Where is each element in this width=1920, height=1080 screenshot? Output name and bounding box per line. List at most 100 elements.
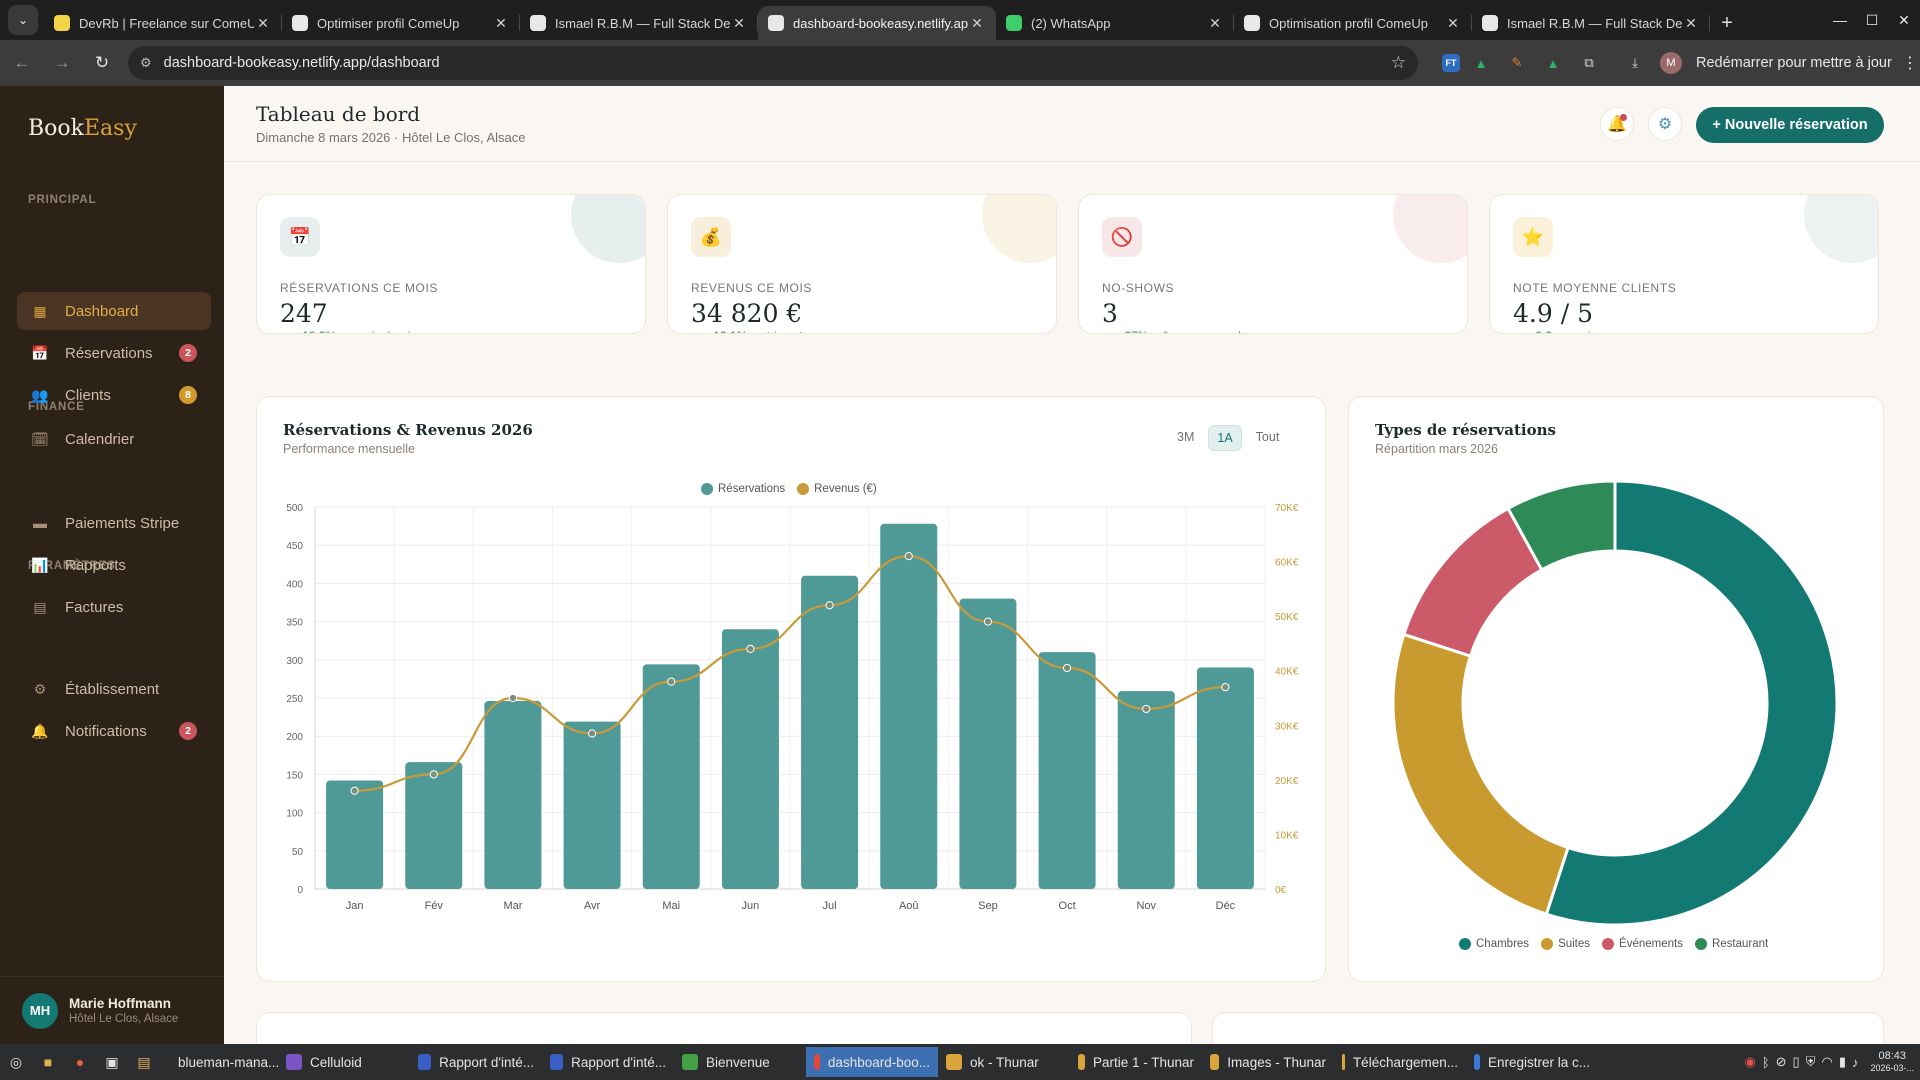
folder-icon[interactable]: ▤ xyxy=(137,1053,151,1070)
browser-tab[interactable]: DevRb | Freelance sur ComeUp ✕ xyxy=(44,6,282,40)
user-profile[interactable]: MH Marie Hoffmann Hôtel Le Clos, Alsace xyxy=(0,976,224,1044)
sidebar-item-4[interactable]: ▬ Paiements Stripe xyxy=(17,504,211,542)
sidebar-item-0[interactable]: ▦ Dashboard xyxy=(17,292,211,330)
donut-slice[interactable] xyxy=(1544,479,1839,927)
line-point-revenue[interactable] xyxy=(1142,704,1151,714)
terminal-icon[interactable]: ▣ xyxy=(105,1053,119,1070)
sidebar-item-2[interactable]: 👥 Clients 8 xyxy=(17,376,211,414)
tab-close-icon[interactable]: ✕ xyxy=(495,14,507,31)
downloads-icon[interactable]: ⤓ xyxy=(1632,55,1638,70)
line-point-revenue[interactable] xyxy=(667,677,676,686)
profile-avatar[interactable]: M xyxy=(1660,52,1682,74)
bar-reservations[interactable] xyxy=(1038,652,1096,889)
restart-update-button[interactable]: Redémarrer pour mettre à jour xyxy=(1696,55,1892,71)
line-point-revenue[interactable] xyxy=(587,729,597,738)
volume-icon[interactable]: ♪ xyxy=(1851,1054,1859,1070)
bar-reservations[interactable] xyxy=(326,780,384,889)
browser-tab[interactable]: Optimisation profil ComeUp ✕ xyxy=(1234,6,1472,40)
legend-item[interactable]: Réservations xyxy=(701,483,785,495)
url-text[interactable]: dashboard-bookeasy.netlify.app/dashboard xyxy=(163,55,440,71)
legend-item[interactable]: Suites xyxy=(1541,938,1590,950)
tab-search-button[interactable]: ⌄ xyxy=(8,5,38,35)
site-info-icon[interactable]: ⚙ xyxy=(140,55,152,70)
extensions-puzzle-icon[interactable]: ⧉ xyxy=(1584,55,1594,70)
bar-reservations[interactable] xyxy=(959,598,1017,889)
line-point-revenue[interactable] xyxy=(904,552,913,561)
line-point-revenue[interactable] xyxy=(825,601,834,610)
taskbar-window[interactable]: ok - Thunar xyxy=(938,1047,1070,1077)
sidebar-item-6[interactable]: ▤ Factures xyxy=(17,588,211,626)
tab-close-icon[interactable]: ✕ xyxy=(257,14,269,31)
line-point-revenue[interactable] xyxy=(983,617,993,626)
files-icon[interactable]: ■ xyxy=(43,1054,53,1070)
legend-item[interactable]: Événements xyxy=(1602,938,1683,950)
line-point-revenue[interactable] xyxy=(1062,663,1072,673)
extension-mountain-2-icon[interactable]: ▲ xyxy=(1546,55,1560,71)
taskbar-window[interactable]: Enregistrer la c... xyxy=(1466,1047,1598,1077)
period-button[interactable]: Tout xyxy=(1255,430,1280,444)
new-reservation-button[interactable]: + Nouvelle réservation xyxy=(1696,107,1884,143)
bar-reservations[interactable] xyxy=(563,721,621,889)
battery-icon[interactable]: ▮ xyxy=(1838,1054,1846,1069)
forward-button[interactable]: → xyxy=(53,53,71,72)
new-tab-button[interactable]: + xyxy=(1721,11,1733,34)
browser-tab[interactable]: Optimiser profil ComeUp ✕ xyxy=(282,6,520,40)
line-point-revenue[interactable] xyxy=(1221,682,1230,692)
reload-button[interactable]: ↻ xyxy=(94,53,110,72)
bar-reservations[interactable] xyxy=(405,762,463,889)
extension-pen-icon[interactable]: ✎ xyxy=(1511,55,1523,70)
legend-item[interactable]: Restaurant xyxy=(1694,938,1768,950)
taskbar-window[interactable]: blueman-mana... xyxy=(162,1047,279,1077)
tab-close-icon[interactable]: ✕ xyxy=(1447,14,1459,31)
settings-button[interactable]: ⚙ xyxy=(1648,107,1682,141)
sidebar-item-1[interactable]: 📅 Réservations 2 xyxy=(17,334,211,372)
app-logo[interactable]: BookEasy xyxy=(28,116,137,141)
extension-ft-icon[interactable]: FT xyxy=(1442,54,1460,72)
close-window-icon[interactable]: ✕ xyxy=(1898,11,1910,28)
bookmark-star-icon[interactable]: ☆ xyxy=(1390,53,1406,72)
legend-item[interactable]: Chambres xyxy=(1459,938,1529,950)
browser-tab[interactable]: dashboard-bookeasy.netlify.app ✕ xyxy=(758,6,996,40)
taskbar-window[interactable]: dashboard-boo... xyxy=(806,1047,938,1077)
shield-icon[interactable]: ⛨ xyxy=(1805,1054,1816,1069)
browser-tab[interactable]: Ismael R.B.M — Full Stack Dev ✕ xyxy=(520,6,758,40)
mute-notifications-icon[interactable]: ⊘ xyxy=(1775,1054,1787,1069)
browser-menu-icon[interactable]: ⋮ xyxy=(1901,55,1918,72)
line-point-revenue[interactable] xyxy=(746,644,755,653)
line-point-revenue[interactable] xyxy=(429,770,438,779)
sidebar-item-8[interactable]: 🔔 Notifications 2 xyxy=(17,712,211,750)
taskbar-window[interactable]: Rapport d'inté... xyxy=(542,1047,674,1077)
donut-slice[interactable] xyxy=(1506,479,1617,572)
bluetooth-icon[interactable]: ᛒ xyxy=(1761,1054,1770,1070)
start-menu-icon[interactable]: ◎ xyxy=(9,1053,23,1070)
maximize-icon[interactable]: ☐ xyxy=(1865,11,1879,28)
sidebar-item-5[interactable]: 📊 Rapports xyxy=(17,546,211,584)
period-button[interactable]: 3M xyxy=(1177,430,1195,444)
taskbar-window[interactable]: Images - Thunar xyxy=(1202,1047,1334,1077)
legend-item[interactable]: Revenus (€) xyxy=(797,483,877,495)
tab-close-icon[interactable]: ✕ xyxy=(971,14,983,31)
bar-reservations[interactable] xyxy=(642,664,700,889)
sidebar-item-3[interactable]: 🗓 Calendrier xyxy=(17,420,211,458)
clipboard-icon[interactable]: ▯ xyxy=(1792,1054,1800,1069)
bar-reservations[interactable] xyxy=(484,701,542,889)
browser-tab[interactable]: Ismael R.B.M — Full Stack Dev ✕ xyxy=(1472,6,1710,40)
bar-reservations[interactable] xyxy=(801,575,859,889)
minimize-icon[interactable]: — xyxy=(1833,12,1847,28)
period-button[interactable]: 1A xyxy=(1208,425,1242,451)
extension-mountain-icon[interactable]: ▲ xyxy=(1474,55,1488,71)
notifications-button[interactable]: 🔔 xyxy=(1600,107,1634,141)
taskbar-window[interactable]: Celluloid xyxy=(278,1047,410,1077)
taskbar-window[interactable]: Partie 1 - Thunar xyxy=(1070,1047,1202,1077)
browser-tab[interactable]: (2) WhatsApp ✕ xyxy=(996,6,1234,40)
address-bar[interactable]: ⚙ dashboard-bookeasy.netlify.app/dashboa… xyxy=(128,46,1418,80)
clock[interactable]: 08:43 2026-03-... xyxy=(1870,1050,1914,1074)
sidebar-item-7[interactable]: ⚙ Établissement xyxy=(17,670,211,708)
firefox-icon[interactable]: ● xyxy=(75,1054,85,1070)
bar-reservations[interactable] xyxy=(1196,667,1254,889)
bar-reservations[interactable] xyxy=(880,523,938,889)
bar-reservations[interactable] xyxy=(1117,691,1175,889)
chrome-icon[interactable]: ◉ xyxy=(1744,1054,1756,1069)
tab-close-icon[interactable]: ✕ xyxy=(1209,14,1221,31)
taskbar-window[interactable]: Rapport d'inté... xyxy=(410,1047,542,1077)
